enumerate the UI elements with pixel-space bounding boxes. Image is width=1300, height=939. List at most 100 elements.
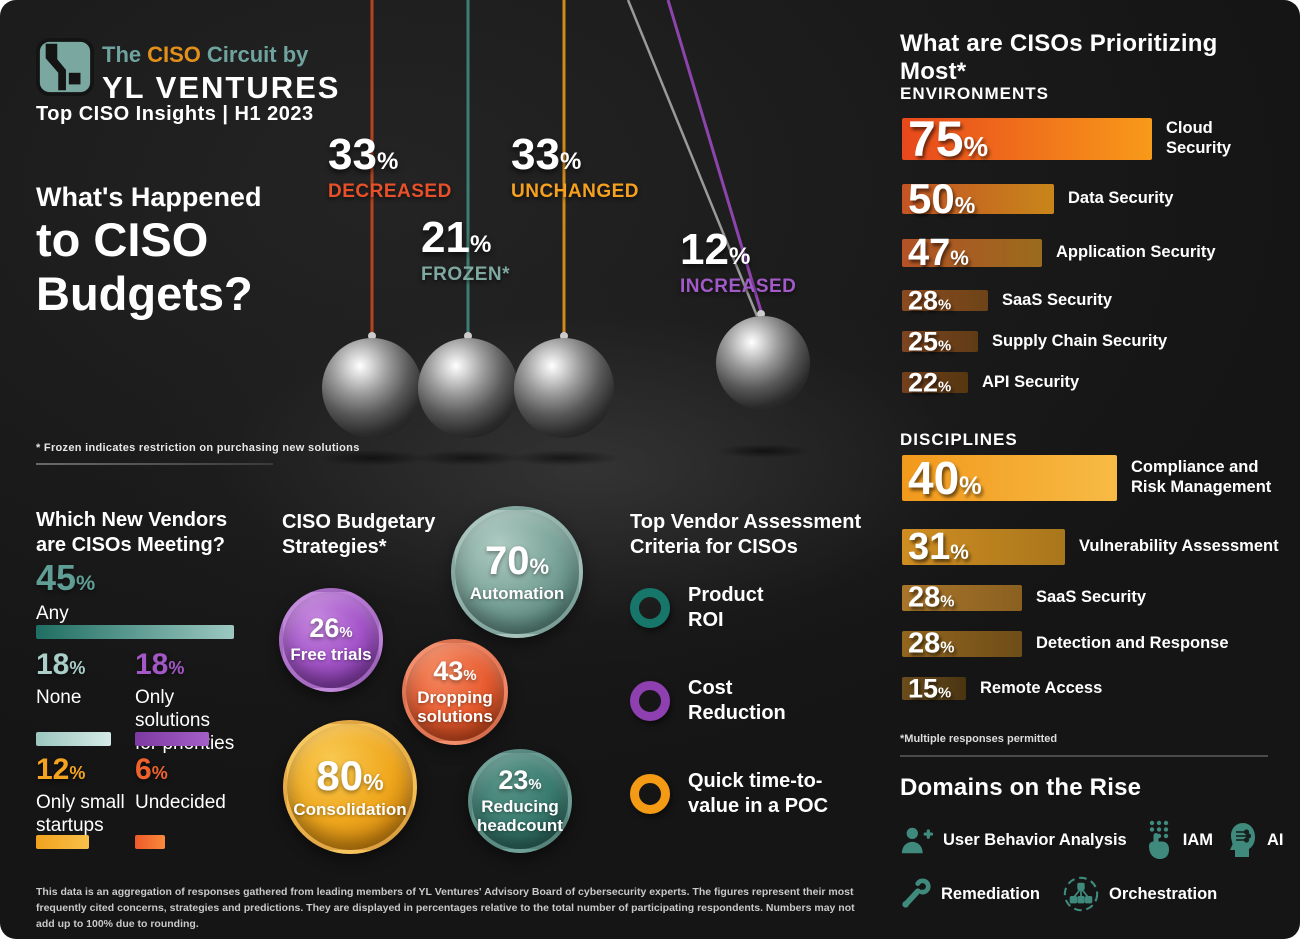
criteria-title: Top Vendor Assessment Criteria for CISOs xyxy=(630,510,861,560)
vendor-stat-undecided: 6% Undecided xyxy=(135,755,230,849)
percent-sign: % xyxy=(339,625,353,642)
disc-bar-row: 31% Vulnerability Assessment xyxy=(902,526,1279,568)
env-label: API Security xyxy=(982,372,1080,391)
report-subtitle: Top CISO Insights | H1 2023 xyxy=(36,103,314,125)
env-label: SaaS Security xyxy=(1002,290,1113,309)
percent-sign: % xyxy=(950,247,969,270)
bubble-label: Free trials xyxy=(290,645,372,665)
domains-row-2: Remediation Orchestration xyxy=(900,872,1217,916)
percent-sign: % xyxy=(463,667,477,684)
percent-sign: % xyxy=(954,192,976,218)
vendors-title-line2: are CISOs Meeting? xyxy=(36,534,225,556)
domains-title: Domains on the Rise xyxy=(900,774,1142,801)
vendors-title: Which New Vendors are CISOs Meeting? xyxy=(36,508,227,558)
unchanged-pct: 33 xyxy=(511,130,560,179)
percent-sign: % xyxy=(938,685,952,701)
bubble-label: Dropping solutions xyxy=(417,687,493,726)
bubble-consolidation: 80% Consolidation xyxy=(283,720,417,854)
vendor-stat-any: 45% Any xyxy=(36,560,236,640)
vendor-bar xyxy=(36,732,111,746)
decreased-pct: 33 xyxy=(328,130,377,179)
env-bar-row: 28% SaaS Security xyxy=(902,287,1113,314)
vendor-pct: 45 xyxy=(36,557,77,598)
env-bar-row: 75% Cloud Security xyxy=(902,114,1280,164)
ball-shadow xyxy=(716,444,812,458)
disc-bar-row: 40% Compliance and Risk Management xyxy=(902,455,1280,501)
ball-shadow xyxy=(414,450,524,466)
head-circuit-icon xyxy=(1226,822,1258,858)
main-title-line1: What's Happened xyxy=(36,182,262,212)
env-bar-row: 22% API Security xyxy=(902,369,1080,396)
prioritizing-panel: What are CISOs Prioritizing Most* ENVIRO… xyxy=(900,0,1283,939)
unchanged-label: UNCHANGED xyxy=(511,181,639,202)
env-bar: 22% xyxy=(902,369,968,396)
vendor-pct: 12 xyxy=(36,753,70,786)
disc-label: SaaS Security xyxy=(1036,588,1147,607)
disc-bar-row: 28% Detection and Response xyxy=(902,627,1229,660)
domain-label-remediation: Remediation xyxy=(941,884,1041,903)
pendulum-strings xyxy=(368,0,765,340)
domain-label-orchestration: Orchestration xyxy=(1109,884,1218,903)
disc-pct: 31 xyxy=(908,526,951,568)
wrench-icon xyxy=(900,877,932,911)
env-pct: 75 xyxy=(908,111,964,167)
bubble-reducing-headcount: 23% Reducing headcount xyxy=(468,749,572,853)
footer-disclaimer: This data is an aggregation of responses… xyxy=(36,886,855,930)
vendor-stat-none: 18% None xyxy=(36,650,131,746)
decreased-label: DECREASED xyxy=(328,181,452,202)
disc-bar: 28% xyxy=(902,581,1022,614)
bubble-pct: 43 xyxy=(433,655,464,686)
multiple-responses-note: *Multiple responses permitted xyxy=(900,733,1058,745)
env-pct: 47 xyxy=(908,232,951,274)
disciplines-heading: DISCIPLINES xyxy=(900,430,1018,449)
percent-sign: % xyxy=(959,472,982,500)
percent-sign: % xyxy=(76,570,96,595)
budget-stat-decreased: 33% DECREASED xyxy=(328,130,452,202)
vendor-pct: 18 xyxy=(36,648,70,681)
prioritizing-title: What are CISOs Prioritizing Most* xyxy=(900,30,1218,85)
domain-label-iam: IAM xyxy=(1182,830,1213,849)
percent-sign: % xyxy=(938,379,952,395)
criteria-label: Product ROI xyxy=(688,584,764,631)
bubble-pct: 70 xyxy=(484,538,530,583)
disc-bar-row: 15% Remote Access xyxy=(902,675,1102,702)
bubble-pct: 80 xyxy=(316,751,364,799)
env-bar: 50% xyxy=(902,178,1054,220)
ball-shadow xyxy=(318,450,428,466)
criteria-item-cost: Cost Reduction xyxy=(630,676,808,726)
percent-sign: % xyxy=(528,776,542,793)
budget-stat-increased: 12% INCREASED xyxy=(680,228,796,297)
criteria-label: Quick time-to-value in a POC xyxy=(688,770,829,817)
percent-sign: % xyxy=(963,131,989,162)
brand-tagline-the: The xyxy=(102,42,142,67)
strategies-title-line2: Strategies* xyxy=(282,536,387,558)
orchestration-icon xyxy=(1062,875,1100,913)
ball-shadow xyxy=(510,450,620,466)
env-label: Application Security xyxy=(1056,243,1216,262)
env-bar: 25% xyxy=(902,328,978,355)
percent-sign: % xyxy=(363,768,384,795)
disc-label: Compliance and Risk Management xyxy=(1131,458,1272,496)
percent-sign: % xyxy=(940,593,955,611)
disc-pct: 28 xyxy=(908,627,941,660)
env-label: Data Security xyxy=(1068,189,1174,208)
criteria-item-poc: Quick time-to-value in a POC xyxy=(630,769,853,819)
brand-name: YL VENTURES xyxy=(102,70,341,105)
vendor-label: Any xyxy=(36,603,69,624)
disc-pct: 40 xyxy=(908,452,960,504)
env-bar: 28% xyxy=(902,287,988,314)
domain-label-uba: User Behavior Analysis xyxy=(943,830,1127,849)
disc-pct: 28 xyxy=(908,581,941,614)
ring-icon xyxy=(630,588,670,628)
env-pct: 25 xyxy=(908,326,939,356)
frozen-footnote: * Frozen indicates restriction on purcha… xyxy=(36,442,360,454)
vendor-pct: 6 xyxy=(135,753,152,786)
user-add-icon xyxy=(900,824,934,856)
percent-sign: % xyxy=(376,148,399,175)
env-label: Supply Chain Security xyxy=(992,331,1168,350)
strategies-title-line1: CISO Budgetary xyxy=(282,511,436,533)
criteria-item-roi: Product ROI xyxy=(630,583,798,633)
bubble-automation: 70% Automation xyxy=(451,506,583,638)
criteria-title-line2: Criteria for CISOs xyxy=(630,536,798,558)
disc-bar: 31% xyxy=(902,526,1065,568)
